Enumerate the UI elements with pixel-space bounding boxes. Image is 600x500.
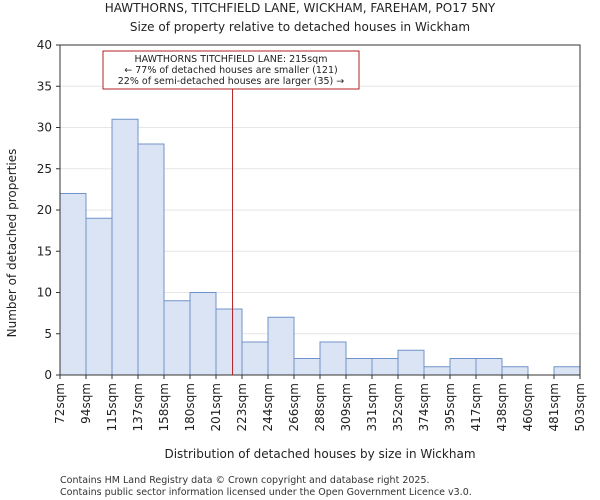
y-tick-label: 35 <box>37 79 52 93</box>
y-tick-label: 10 <box>37 286 52 300</box>
chart-title: HAWTHORNS, TITCHFIELD LANE, WICKHAM, FAR… <box>105 1 496 15</box>
bar <box>163 300 191 376</box>
chart-subtitle: Size of property relative to detached ho… <box>130 20 470 34</box>
x-axis-label: Distribution of detached houses by size … <box>164 447 475 461</box>
bar <box>371 358 399 376</box>
x-tick-label: 481sqm <box>547 383 561 431</box>
x-tick-label: 395sqm <box>443 383 457 431</box>
bar <box>215 308 243 376</box>
y-axis-label: Number of detached properties <box>5 149 19 338</box>
x-tick-label: 223sqm <box>235 383 249 431</box>
x-tick-label: 374sqm <box>417 383 431 431</box>
x-tick-label: 309sqm <box>339 383 353 431</box>
x-tick-label: 417sqm <box>469 383 483 431</box>
x-tick-label: 288sqm <box>313 383 327 431</box>
bar <box>553 366 581 376</box>
annotation-line-2: ← 77% of detached houses are smaller (12… <box>124 65 337 76</box>
y-tick-label: 20 <box>37 203 52 217</box>
y-tick-label: 0 <box>44 368 52 382</box>
plot-frame <box>59 44 581 376</box>
bar <box>241 341 269 376</box>
x-tick-label: 266sqm <box>287 383 301 431</box>
bar <box>423 366 451 376</box>
annotation-line-1: HAWTHORNS TITCHFIELD LANE: 215sqm <box>135 54 328 65</box>
x-tick-label: 438sqm <box>495 383 509 431</box>
bar <box>345 358 373 376</box>
bar <box>319 341 347 376</box>
bar <box>189 292 217 376</box>
x-tick-label: 201sqm <box>209 383 223 431</box>
x-tick-label: 503sqm <box>573 383 587 431</box>
x-tick-label: 94sqm <box>79 383 93 424</box>
x-tick-label: 331sqm <box>365 383 379 431</box>
x-tick-label: 72sqm <box>53 383 67 424</box>
bar <box>501 366 529 376</box>
bar <box>397 349 425 376</box>
footer-line-1: Contains HM Land Registry data © Crown c… <box>60 475 430 486</box>
x-tick-label: 180sqm <box>183 383 197 431</box>
annotation-line-3: 22% of semi-detached houses are larger (… <box>118 76 345 87</box>
y-tick-label: 40 <box>37 38 52 52</box>
y-tick-label: 25 <box>37 162 52 176</box>
x-tick-label: 244sqm <box>261 383 275 431</box>
y-tick-label: 15 <box>37 244 52 258</box>
x-tick-label: 352sqm <box>391 383 405 431</box>
footer-line-2: Contains public sector information licen… <box>60 487 472 498</box>
bars <box>59 118 581 376</box>
bar <box>475 358 503 376</box>
bar <box>293 358 321 376</box>
bar <box>137 143 165 376</box>
bar <box>449 358 477 376</box>
bar <box>59 193 87 376</box>
x-tick-label: 158sqm <box>157 383 171 431</box>
y-tick-label: 30 <box>37 121 52 135</box>
bar <box>111 118 139 376</box>
annotation-box <box>102 50 360 90</box>
x-tick-label: 460sqm <box>521 383 535 431</box>
y-tick-label: 5 <box>44 327 52 341</box>
bar <box>85 217 113 376</box>
y-axis-ticks: 0 5 10 15 20 25 30 35 40 <box>37 38 60 382</box>
x-axis-ticks: 72sqm 94sqm 115sqm 137sqm 158sqm 180sqm 201sqm… <box>53 375 587 431</box>
x-tick-label: 137sqm <box>131 383 145 431</box>
x-tick-label: 115sqm <box>105 383 119 431</box>
bar <box>267 316 295 376</box>
